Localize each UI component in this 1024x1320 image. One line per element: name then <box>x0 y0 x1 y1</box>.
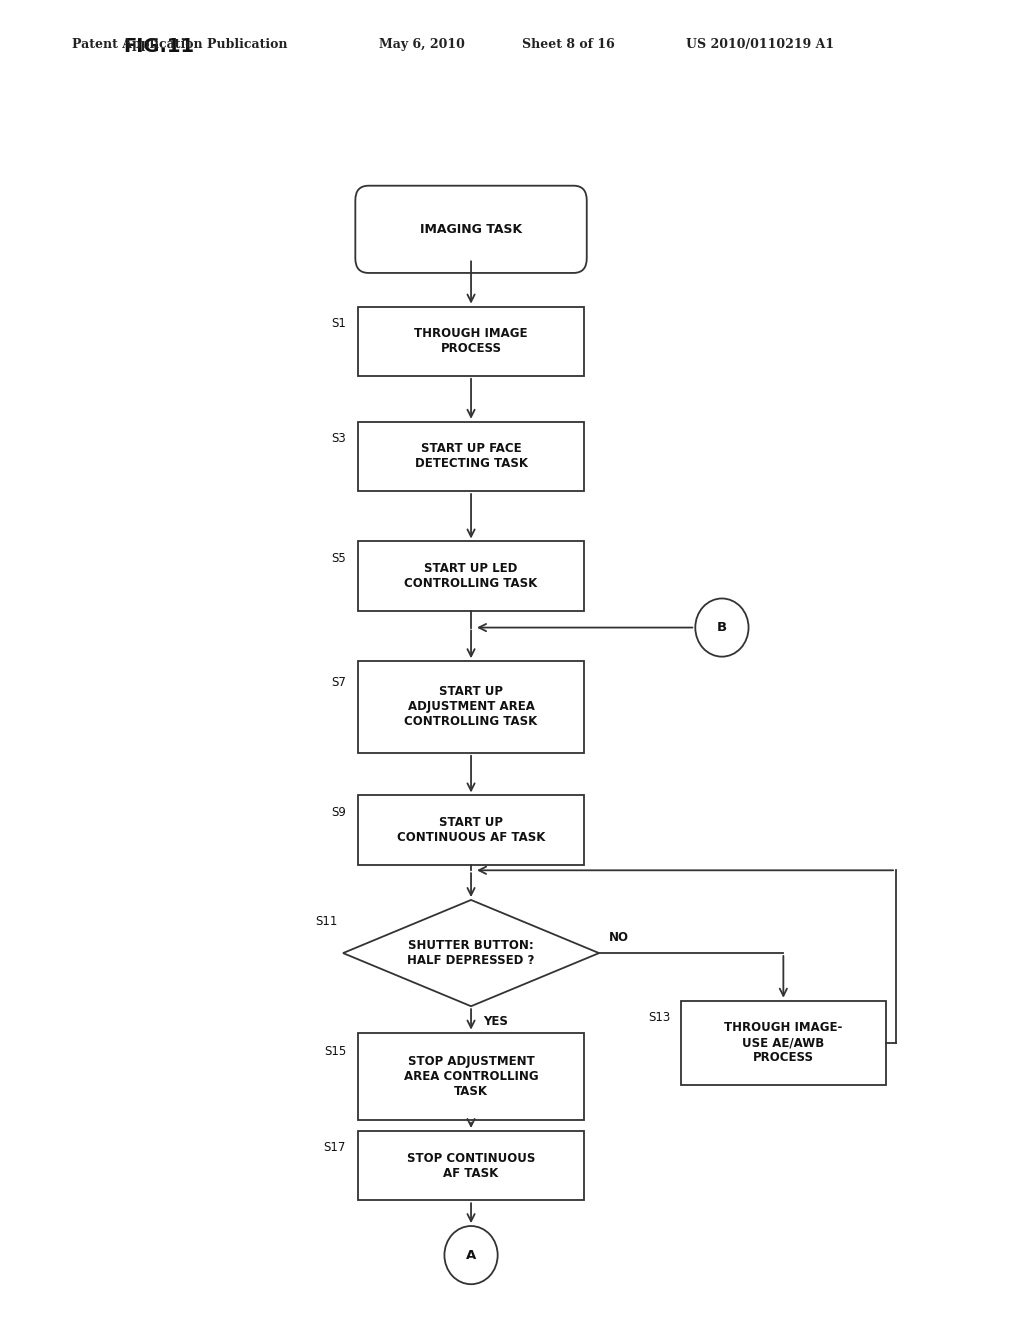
Text: Sheet 8 of 16: Sheet 8 of 16 <box>522 37 615 50</box>
Text: Patent Application Publication: Patent Application Publication <box>72 37 287 50</box>
Text: IMAGING TASK: IMAGING TASK <box>420 223 522 236</box>
Text: S5: S5 <box>332 552 346 565</box>
Text: S9: S9 <box>331 805 346 818</box>
Text: FIG.11: FIG.11 <box>123 37 194 55</box>
Circle shape <box>444 1226 498 1284</box>
Text: S11: S11 <box>315 915 338 928</box>
Circle shape <box>695 598 749 656</box>
Bar <box>358 1032 584 1119</box>
Bar <box>358 306 584 376</box>
Text: YES: YES <box>483 1015 508 1028</box>
Text: S3: S3 <box>332 432 346 445</box>
Text: START UP FACE
DETECTING TASK: START UP FACE DETECTING TASK <box>415 442 527 470</box>
Text: NO: NO <box>609 931 630 944</box>
Bar <box>358 541 584 611</box>
FancyBboxPatch shape <box>355 186 587 273</box>
Text: START UP
ADJUSTMENT AREA
CONTROLLING TASK: START UP ADJUSTMENT AREA CONTROLLING TAS… <box>404 685 538 729</box>
Text: START UP LED
CONTROLLING TASK: START UP LED CONTROLLING TASK <box>404 562 538 590</box>
Bar <box>358 796 584 865</box>
Text: S15: S15 <box>324 1045 346 1059</box>
Text: B: B <box>717 620 727 634</box>
Text: S13: S13 <box>648 1011 671 1024</box>
Text: THROUGH IMAGE-
USE AE/AWB
PROCESS: THROUGH IMAGE- USE AE/AWB PROCESS <box>724 1022 843 1064</box>
Text: A: A <box>466 1249 476 1262</box>
Text: STOP ADJUSTMENT
AREA CONTROLLING
TASK: STOP ADJUSTMENT AREA CONTROLLING TASK <box>403 1055 539 1098</box>
Bar <box>358 421 584 491</box>
Polygon shape <box>343 900 599 1006</box>
Text: US 2010/0110219 A1: US 2010/0110219 A1 <box>686 37 835 50</box>
Text: THROUGH IMAGE
PROCESS: THROUGH IMAGE PROCESS <box>415 327 527 355</box>
Text: SHUTTER BUTTON:
HALF DEPRESSED ?: SHUTTER BUTTON: HALF DEPRESSED ? <box>408 939 535 968</box>
Bar <box>358 1131 584 1200</box>
Text: S1: S1 <box>331 317 346 330</box>
Text: S17: S17 <box>324 1142 346 1154</box>
Text: START UP
CONTINUOUS AF TASK: START UP CONTINUOUS AF TASK <box>397 816 545 843</box>
Text: STOP CONTINUOUS
AF TASK: STOP CONTINUOUS AF TASK <box>407 1151 536 1180</box>
Text: May 6, 2010: May 6, 2010 <box>379 37 465 50</box>
Bar <box>358 661 584 752</box>
Text: S7: S7 <box>331 676 346 689</box>
Bar <box>681 1001 886 1085</box>
